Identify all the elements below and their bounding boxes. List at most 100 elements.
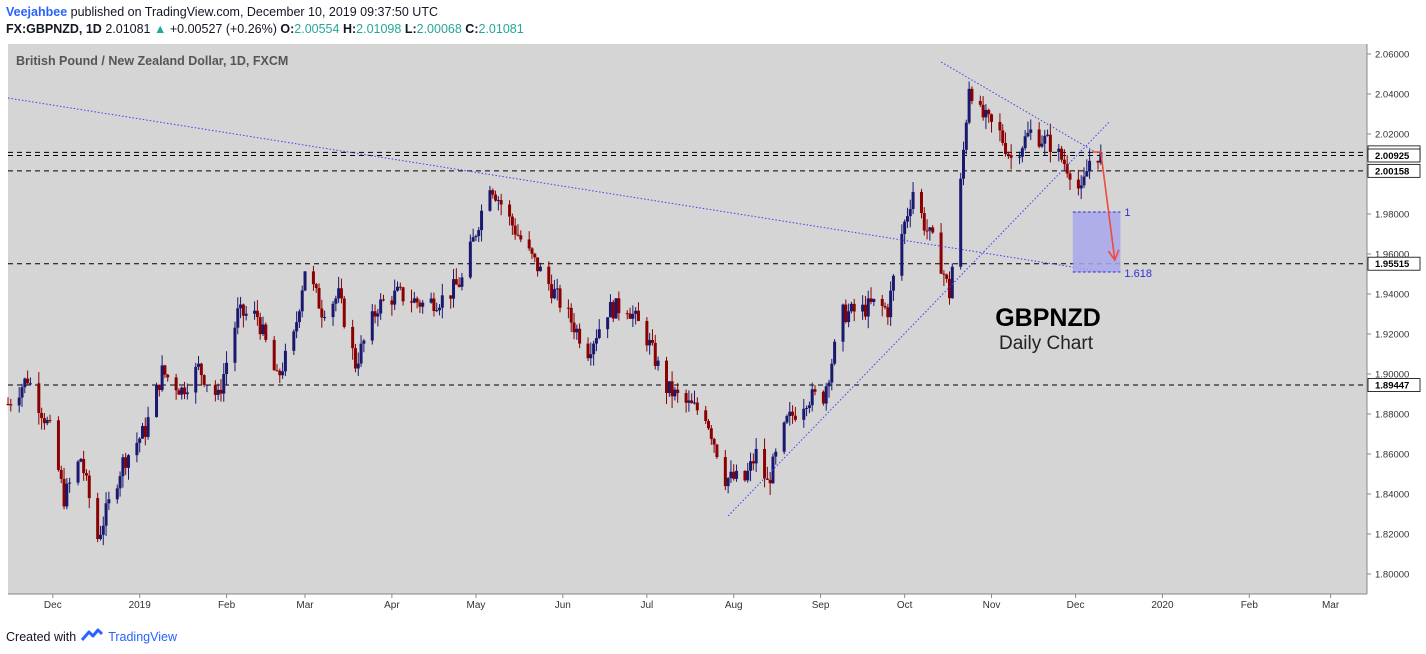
candle [768, 472, 772, 495]
candle [516, 224, 520, 237]
candle [376, 308, 380, 327]
created-with-text: Created with [6, 629, 77, 644]
plot-area[interactable] [8, 44, 1367, 594]
candle [107, 491, 111, 510]
candle [536, 257, 540, 277]
candle-body [37, 383, 41, 413]
candle [625, 310, 629, 320]
candle [847, 303, 851, 328]
candle [510, 213, 514, 235]
candle-body [695, 402, 699, 411]
candle-body [166, 374, 170, 378]
candle [841, 303, 845, 352]
x-tick-label: Dec [44, 600, 62, 611]
y-tick-label: 1.80000 [1375, 570, 1409, 581]
candle-body [774, 451, 778, 457]
candle [359, 335, 363, 367]
candle-body [258, 317, 262, 335]
candle [438, 304, 442, 316]
candle [219, 379, 223, 402]
candle-body [185, 392, 189, 395]
candle [87, 470, 91, 509]
candle-body [552, 289, 556, 299]
candle [810, 382, 814, 412]
candle [56, 416, 60, 472]
author-name[interactable]: Veejahbee [6, 5, 68, 19]
candle-body [852, 303, 856, 312]
candle [317, 283, 321, 309]
trend-line [727, 121, 1110, 517]
candle [20, 383, 24, 407]
candle [634, 307, 638, 325]
candle-body [197, 363, 201, 367]
candle [45, 416, 49, 426]
candle [538, 262, 542, 272]
candle [452, 268, 456, 308]
candle [1004, 132, 1008, 157]
candle [68, 477, 72, 493]
candle [578, 323, 582, 349]
candle-body [1020, 148, 1024, 157]
candle [241, 303, 245, 328]
candle-body [452, 279, 456, 299]
candle [480, 204, 484, 242]
x-tick-label: 2020 [1151, 600, 1174, 611]
candle [225, 351, 229, 385]
price-level-tag-box [1367, 378, 1421, 392]
candle-body [398, 286, 402, 288]
candle [264, 322, 268, 343]
candle-body [1079, 185, 1083, 189]
candle-body [359, 343, 363, 364]
tradingview-brand[interactable]: TradingView [108, 629, 177, 644]
candle-body [967, 88, 971, 123]
candle [370, 303, 374, 345]
candle-body [281, 371, 285, 376]
candle-body [690, 400, 694, 404]
candle [48, 414, 52, 424]
candle-body [155, 384, 159, 418]
candle [763, 438, 767, 488]
candle [233, 321, 237, 372]
candle-body [468, 241, 472, 278]
candle-body [802, 408, 806, 420]
candle [586, 337, 590, 362]
candle-body [998, 121, 1002, 131]
candle-body [919, 191, 923, 214]
candle-body [1057, 148, 1061, 152]
x-tick-label: Feb [218, 600, 236, 611]
candle-body [362, 340, 366, 344]
candle [239, 296, 243, 319]
candle-body [373, 311, 377, 317]
fib-level-1-label: 1 [1124, 207, 1130, 219]
candle-body [911, 191, 915, 210]
candle-body [283, 350, 287, 372]
candle [978, 95, 982, 107]
candle-body [124, 457, 128, 468]
candle-body [735, 470, 739, 479]
candle [964, 119, 968, 155]
candle-body [233, 327, 237, 363]
candle-body [488, 190, 492, 211]
candle-body [297, 311, 301, 323]
candle-body [558, 288, 562, 308]
candle [967, 81, 971, 125]
candle [617, 291, 621, 321]
candle [255, 300, 259, 326]
candle-body [213, 384, 217, 395]
candle [65, 478, 69, 510]
candle-body [1040, 143, 1044, 147]
candle-body [334, 298, 338, 304]
candle-body [650, 339, 654, 343]
candle [707, 419, 711, 431]
candle [199, 362, 203, 386]
candle-body [821, 391, 825, 404]
candle [496, 196, 500, 211]
candle [550, 274, 554, 304]
candle [813, 385, 817, 396]
candle [824, 383, 828, 411]
candle [390, 295, 394, 316]
candle [499, 193, 503, 216]
candle [715, 443, 719, 459]
x-tick-label: Jun [555, 600, 571, 611]
